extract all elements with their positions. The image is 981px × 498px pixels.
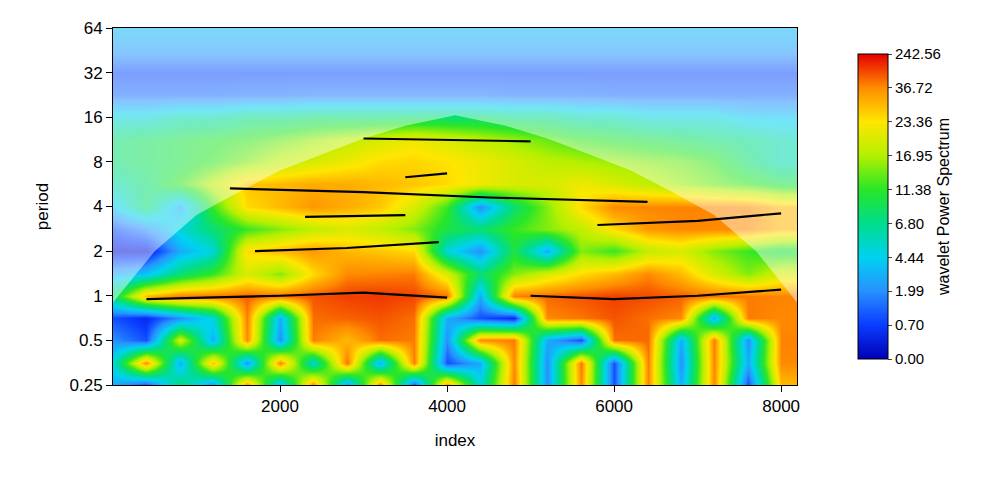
svg-text:11.38: 11.38 xyxy=(895,181,931,198)
svg-text:2: 2 xyxy=(93,242,102,261)
svg-text:0.5: 0.5 xyxy=(79,331,103,350)
svg-text:period: period xyxy=(33,183,52,230)
svg-text:242.56: 242.56 xyxy=(895,45,941,62)
svg-text:4000: 4000 xyxy=(428,397,466,416)
svg-text:32: 32 xyxy=(84,64,103,83)
svg-text:1: 1 xyxy=(93,287,102,306)
svg-text:23.36: 23.36 xyxy=(895,113,933,130)
svg-text:36.72: 36.72 xyxy=(895,79,933,96)
svg-text:8: 8 xyxy=(93,153,102,172)
svg-text:64: 64 xyxy=(84,19,103,38)
svg-text:8000: 8000 xyxy=(762,397,800,416)
svg-text:0.00: 0.00 xyxy=(895,350,924,367)
svg-text:wavelet Power Spectrum: wavelet Power Spectrum xyxy=(935,118,952,296)
svg-text:1.99: 1.99 xyxy=(895,282,924,299)
svg-text:6.80: 6.80 xyxy=(895,215,924,232)
svg-text:4.44: 4.44 xyxy=(895,249,924,266)
svg-text:16: 16 xyxy=(84,108,103,127)
svg-text:16.95: 16.95 xyxy=(895,147,933,164)
svg-text:0.70: 0.70 xyxy=(895,316,924,333)
svg-text:4: 4 xyxy=(93,197,102,216)
svg-text:2000: 2000 xyxy=(261,397,299,416)
svg-text:6000: 6000 xyxy=(595,397,633,416)
svg-text:index: index xyxy=(435,431,476,450)
svg-text:0.25: 0.25 xyxy=(70,376,103,395)
